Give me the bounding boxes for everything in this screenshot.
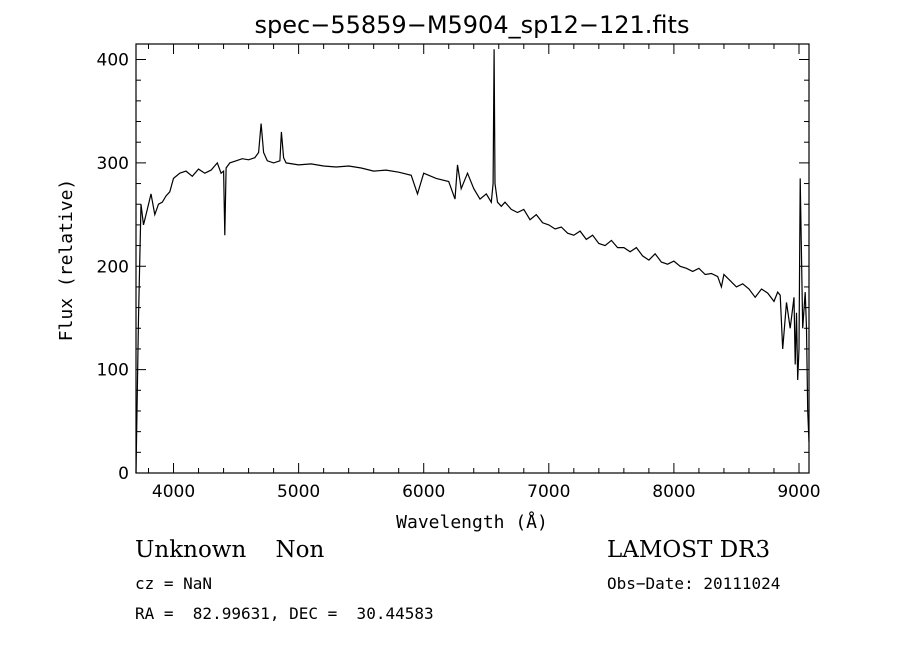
y-tick-label: 0 [118,464,129,484]
survey-label: LAMOST DR3 [607,537,771,563]
redshift-text: cz = NaN [135,574,213,593]
x-tick-label: 5000 [277,482,320,502]
x-tick-label: 4000 [152,482,195,502]
x-tick-label: 6000 [402,482,445,502]
x-tick-label: 7000 [527,482,570,502]
x-axis-label: Wavelength (Å) [396,511,548,533]
x-tick-label: 9000 [777,482,820,502]
chart-title: spec−55859−M5904_sp12−121.fits [255,11,690,39]
coordinates-text: RA = 82.99631, DEC = 30.44583 [135,604,434,623]
object-class-label: Unknown Non [135,537,325,563]
y-tick-label: 200 [97,257,129,277]
x-tick-label: 8000 [652,482,695,502]
y-tick-label: 400 [97,51,129,71]
axis-ticks: 4000 5000 6000 7000 8000 9000 0 100 200 300 400 [97,44,821,502]
y-tick-label: 300 [97,154,129,174]
obs-date-text: Obs−Date: 20111024 [607,574,781,593]
y-axis-label: Flux (relative) [56,179,77,342]
spectrum-line [135,49,810,474]
y-tick-label: 100 [97,361,129,381]
plot-frame [135,43,810,474]
